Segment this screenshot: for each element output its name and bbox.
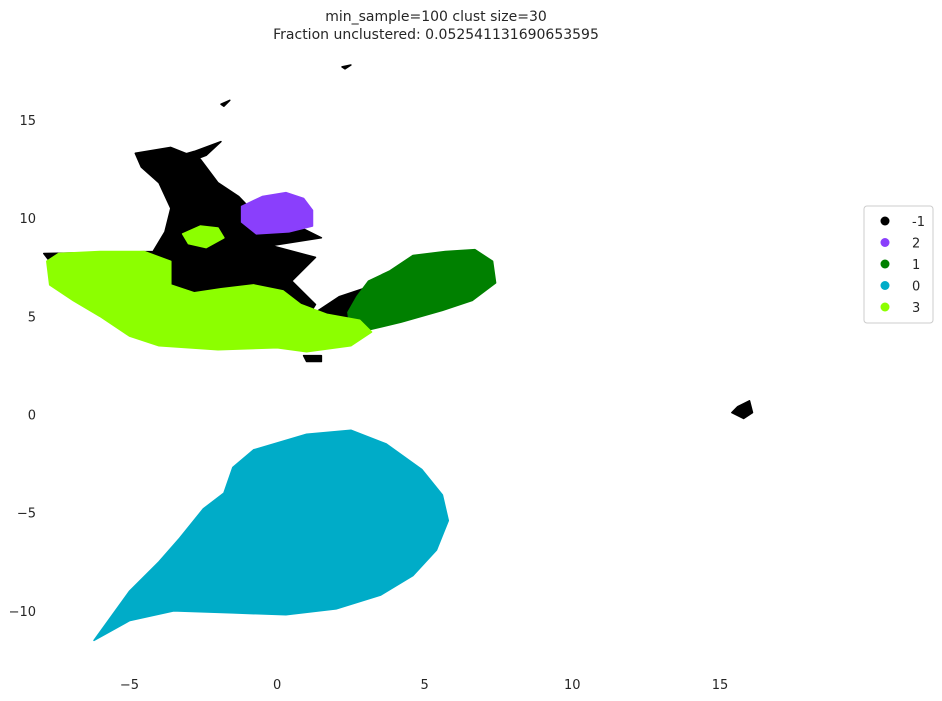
chart-subtitle: Fraction unclustered: 0.0525411316906535…: [273, 27, 599, 43]
legend: -1 2 1 0 3: [863, 205, 934, 324]
legend-marker: [880, 216, 890, 226]
y-tick-label: −10: [9, 605, 36, 620]
x-axis-ticks: −5 0 5 10 15: [120, 678, 728, 693]
plot-area: [43, 64, 754, 642]
cluster-3: [46, 225, 373, 353]
x-tick-label: 5: [421, 678, 429, 693]
cluster-region: [302, 354, 323, 363]
legend-item: -1: [880, 215, 925, 230]
legend-item: 0: [880, 280, 920, 295]
y-tick-label: −5: [17, 507, 36, 522]
x-tick-label: 15: [712, 678, 729, 693]
legend-label: 0: [912, 280, 920, 295]
cluster-region: [731, 400, 754, 420]
legend-label: 1: [912, 258, 920, 273]
cluster-region: [341, 64, 352, 70]
cluster-region: [46, 250, 373, 353]
cluster-region: [220, 99, 231, 107]
cluster-region: [181, 225, 225, 249]
cluster-unclustered: [43, 64, 754, 420]
x-tick-label: 0: [273, 678, 281, 693]
cluster-2: [240, 191, 314, 235]
legend-frame: [863, 205, 934, 324]
legend-label: 3: [912, 301, 920, 316]
y-tick-label: 15: [19, 114, 36, 129]
x-tick-label: −5: [120, 678, 139, 693]
y-tick-label: 0: [28, 409, 36, 424]
y-tick-label: 5: [28, 310, 36, 325]
legend-label: -1: [912, 215, 925, 230]
cluster-region: [240, 191, 314, 235]
legend-marker: [880, 238, 890, 247]
y-tick-label: 10: [19, 212, 36, 227]
legend-item: 1: [880, 258, 920, 273]
legend-label: 2: [912, 237, 920, 252]
legend-marker: [880, 259, 890, 269]
legend-item: 3: [880, 301, 920, 316]
x-tick-label: 10: [564, 678, 581, 693]
chart-title: min_sample=100 clust size=30: [325, 9, 547, 25]
legend-marker: [880, 302, 890, 312]
cluster-1: [347, 248, 497, 335]
cluster-region: [93, 429, 450, 642]
cluster-region: [347, 248, 497, 335]
y-axis-ticks: −10 −5 0 5 10 15: [9, 114, 36, 620]
legend-item: 2: [880, 237, 920, 252]
legend-marker: [880, 281, 890, 290]
cluster-0: [93, 429, 450, 642]
cluster-region: [172, 140, 222, 164]
